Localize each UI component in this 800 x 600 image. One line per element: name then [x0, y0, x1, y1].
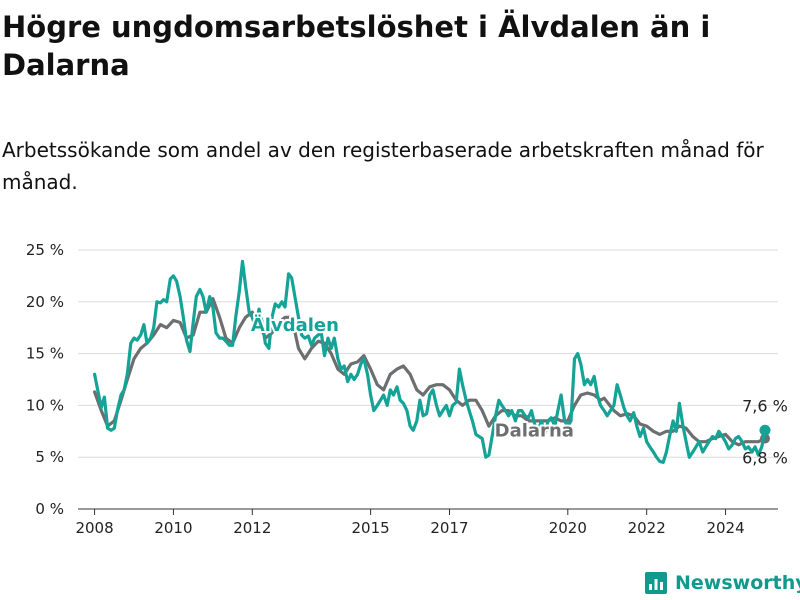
- y-tick-label: 10 %: [26, 396, 64, 414]
- series-lines: [93, 259, 771, 464]
- y-tick-label: 20 %: [26, 293, 64, 311]
- x-tick-label: 2015: [352, 519, 390, 537]
- x-tick-label: 2012: [233, 519, 271, 537]
- series-end-label-0: 7,6 %: [742, 397, 788, 416]
- series-line-0: [93, 259, 767, 464]
- chart-subtitle: Arbetssökande som andel av den registerb…: [2, 138, 764, 194]
- chart-title: Högre ungdomsarbetslöshet i Älvdalen än …: [2, 10, 711, 82]
- x-tick-label: 2010: [154, 519, 192, 537]
- series-name-label-1: Dalarna: [495, 420, 574, 441]
- axes: 0 % 5 % 10 % 15 % 20 % 25 % 2008 2010 2012 2015 20…: [26, 241, 745, 537]
- series-name-label-0: Älvdalen: [251, 314, 339, 336]
- line-chart: 0 % 5 % 10 % 15 % 20 % 25 % 2008 2010 2012 2015 20…: [26, 241, 788, 537]
- x-tick-label: 2008: [75, 519, 113, 537]
- x-tick-label: 2017: [430, 519, 468, 537]
- y-tick-label: 25 %: [26, 241, 64, 259]
- y-tick-label: 0 %: [35, 500, 64, 518]
- series-end-label-1: 6,8 %: [742, 448, 788, 467]
- series-end-point-0: [759, 424, 771, 436]
- series-line-1: [93, 297, 767, 447]
- chart-logo-icon: [645, 572, 667, 594]
- brand-logo: Newsworthy: [645, 568, 800, 598]
- x-tick-label: 2022: [628, 519, 666, 537]
- series-labels: Älvdalen Dalarna 7,6 % 6,8 %: [249, 312, 788, 468]
- y-tick-label: 5 %: [35, 448, 64, 466]
- x-tick-label: 2020: [549, 519, 587, 537]
- brand-name: Newsworthy: [675, 572, 800, 594]
- gridlines: [78, 249, 778, 510]
- y-tick-label: 15 %: [26, 345, 64, 363]
- x-tick-label: 2024: [706, 519, 744, 537]
